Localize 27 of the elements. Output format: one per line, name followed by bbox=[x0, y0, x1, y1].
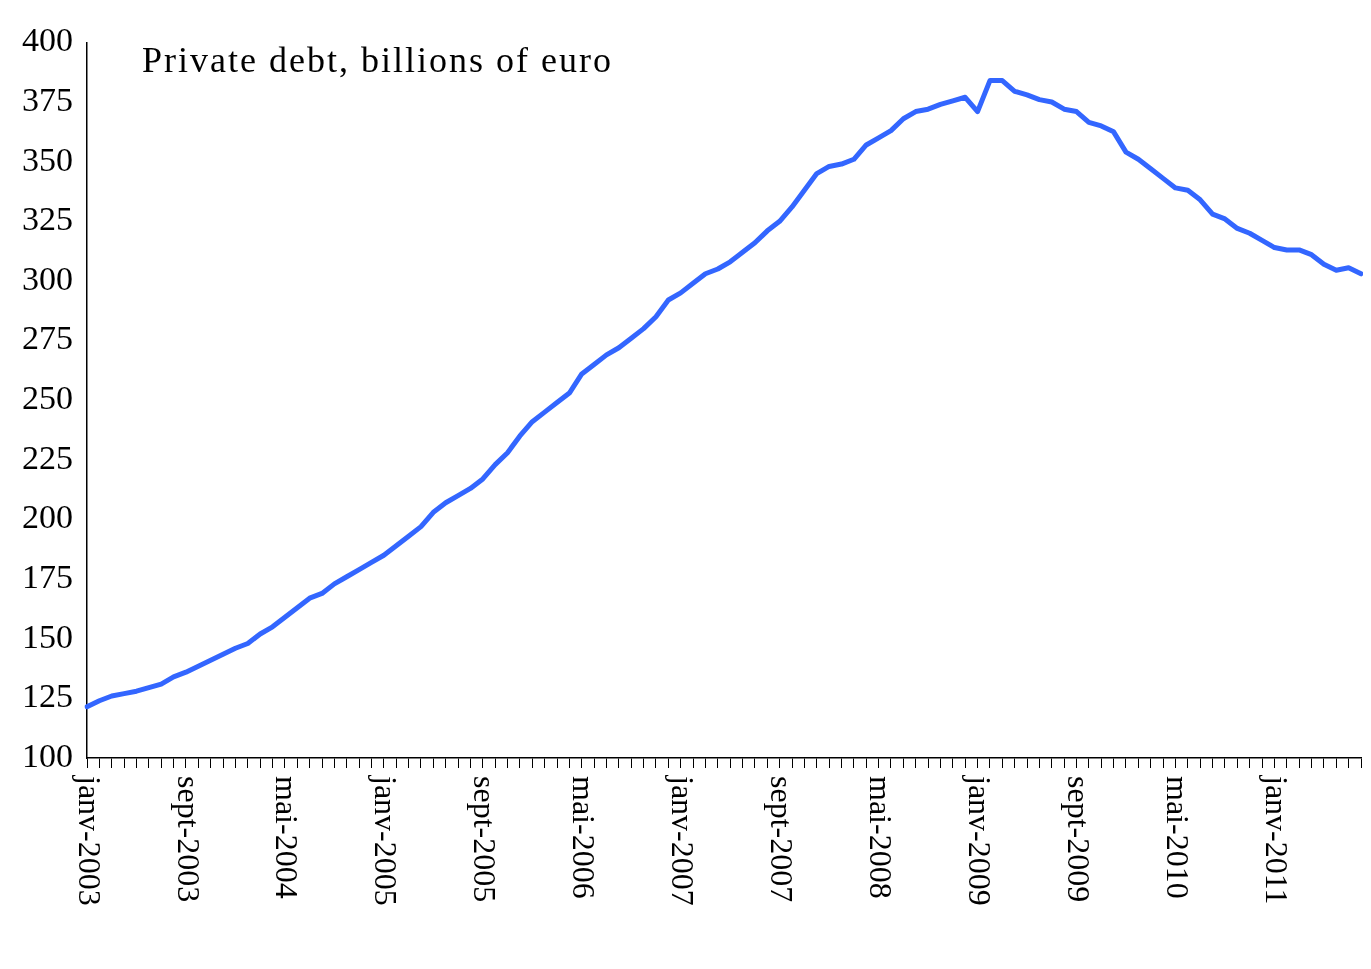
x-tick-label: janv-2003 bbox=[71, 775, 108, 906]
x-tick-label: sept-2005 bbox=[467, 776, 504, 903]
chart-title: Private debt, billions of euro bbox=[142, 39, 613, 80]
x-tick-label: mai-2010 bbox=[1160, 776, 1197, 899]
x-tick-label: janv-2009 bbox=[962, 775, 999, 906]
x-tick-label: sept-2003 bbox=[170, 776, 207, 903]
y-tick-label: 325 bbox=[22, 200, 73, 238]
y-tick-label: 400 bbox=[22, 21, 73, 59]
y-tick-label: 350 bbox=[22, 140, 73, 178]
y-tick-label: 175 bbox=[22, 558, 73, 596]
x-tick-label: mai-2008 bbox=[863, 776, 900, 899]
y-tick-label: 225 bbox=[22, 438, 73, 476]
x-tick-label: janv-2007 bbox=[665, 775, 702, 906]
x-tick-label: janv-2011 bbox=[1259, 775, 1296, 905]
y-tick-label: 300 bbox=[22, 259, 73, 297]
x-tick-label: sept-2009 bbox=[1061, 776, 1098, 903]
x-tick-label: mai-2004 bbox=[269, 776, 306, 899]
x-tick-label: sept-2007 bbox=[764, 776, 801, 903]
y-tick-label: 125 bbox=[22, 677, 73, 715]
x-tick-label: janv-2005 bbox=[368, 775, 405, 906]
y-tick-label: 150 bbox=[22, 617, 73, 655]
y-tick-label: 250 bbox=[22, 379, 73, 417]
y-tick-label: 100 bbox=[22, 736, 73, 774]
y-tick-label: 200 bbox=[22, 498, 73, 536]
y-tick-label: 275 bbox=[22, 319, 73, 357]
y-tick-label: 375 bbox=[22, 80, 73, 118]
x-tick-label: mai-2006 bbox=[566, 776, 603, 899]
